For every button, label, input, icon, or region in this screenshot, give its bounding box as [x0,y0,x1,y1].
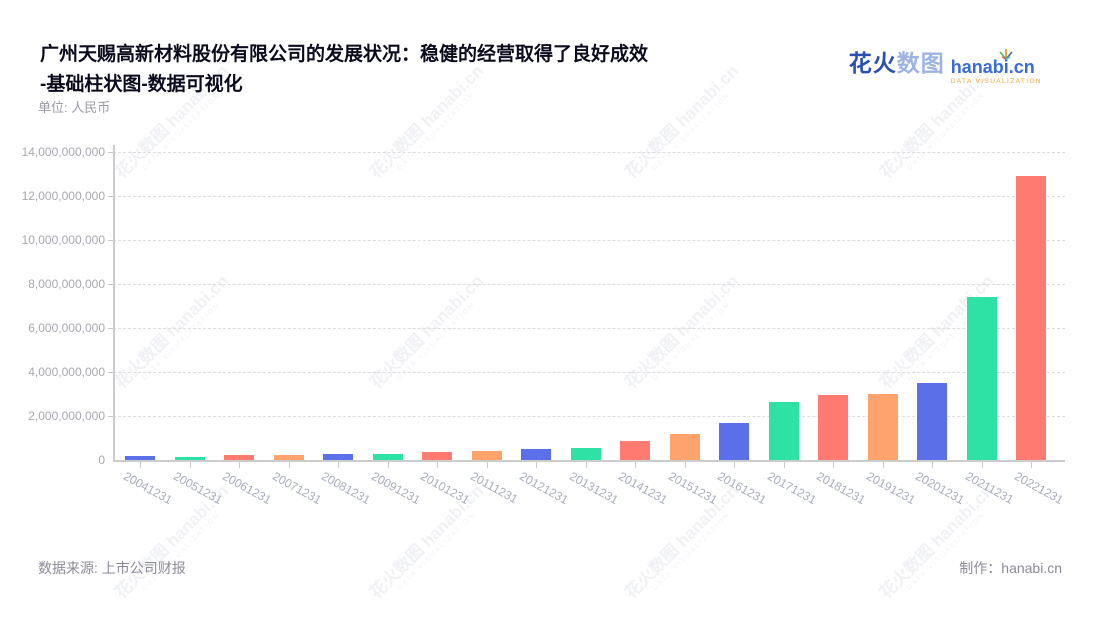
hanabi-logo: 花火数图 hanabi.cn DATA VISUALIZATION [849,49,1042,85]
y-gridline [113,372,1065,373]
x-axis-label: 20071231 [269,469,324,508]
y-axis-line [113,145,115,462]
x-axis-tick [635,462,636,468]
x-axis-label: 20081231 [319,469,373,508]
x-axis-label: 20201231 [913,469,967,508]
x-axis-label: 20151231 [665,469,720,508]
x-axis-label: 20101231 [418,469,472,508]
y-gridline [113,284,1065,285]
x-axis-tick [189,462,191,468]
y-axis-label: 14,000,000,000 [21,145,105,159]
bar-20091231[interactable] [372,454,403,460]
y-gridline [113,152,1065,153]
title-line-1: 广州天赐高新材料股份有限公司的发展状况：稳健的经营取得了良好成效 [40,44,649,65]
y-axis-label: 6,000,000,000 [28,321,105,335]
x-axis-tick [585,462,587,468]
x-axis-label: 20111231 [467,469,520,507]
x-axis-label: 20221231 [1012,469,1066,508]
bar-20111231[interactable] [471,451,502,460]
bar-20201231[interactable] [917,383,947,460]
bar-20051231[interactable] [174,457,205,460]
page-title: 广州天赐高新材料股份有限公司的发展状况：稳健的经营取得了良好成效 -基础柱状图-… [40,40,840,101]
logo-domain-text: hanabi.cn [950,57,1035,77]
sparkle-icon [998,46,1014,60]
x-axis-label: 20211231 [962,469,1016,507]
y-axis-label: 4,000,000,000 [28,365,105,379]
bar-20221231[interactable] [1016,176,1046,460]
y-axis-tick [108,196,113,197]
x-axis-line [113,460,1065,462]
x-axis-tick [783,462,785,468]
x-axis-label: 20061231 [220,469,274,508]
x-axis-tick [140,462,141,468]
x-axis-tick [981,462,983,468]
y-gridline [113,240,1065,241]
x-axis-tick [288,462,290,468]
maker-note: 制作：hanabi.cn [959,560,1062,576]
x-axis-label: 20041231 [121,469,175,508]
x-axis-label: 20181231 [814,469,868,508]
x-axis-tick [486,462,488,468]
x-axis-label: 20161231 [715,469,769,508]
bar-20071231[interactable] [273,455,304,460]
x-axis-label: 20091231 [368,469,423,508]
x-axis-tick [338,462,339,468]
bar-20081231[interactable] [323,454,353,460]
logo-tagline: DATA VISUALIZATION [950,78,1042,85]
x-axis-label: 20141231 [616,469,670,508]
logo-domain-block: hanabi.cn DATA VISUALIZATION [950,49,1042,85]
x-axis-label: 20191231 [863,469,918,508]
y-axis-label: 0 [98,453,105,467]
x-axis-tick [1031,462,1032,468]
y-axis-label: 2,000,000,000 [28,409,105,423]
bar-20171231[interactable] [768,402,799,460]
y-axis-tick [108,284,113,285]
x-axis-tick [734,462,735,468]
title-line-2: -基础柱状图-数据可视化 [40,74,243,96]
y-axis-label: 10,000,000,000 [21,233,105,247]
y-gridline [113,416,1065,417]
bar-20191231[interactable] [867,394,898,460]
bar-20061231[interactable] [224,455,254,460]
bar-20161231[interactable] [719,423,749,460]
x-axis-label: 20171231 [764,469,819,508]
x-axis-label: 20121231 [517,469,571,508]
y-axis-label: 8,000,000,000 [28,277,105,291]
x-axis-tick [833,462,834,468]
logo-chinese-text: 花火数图 [849,52,945,75]
x-axis-tick [684,462,686,468]
bar-20211231[interactable] [966,297,997,460]
x-axis-tick [387,462,389,468]
y-axis-tick [108,416,113,417]
bar-20181231[interactable] [818,395,848,460]
bar-20151231[interactable] [669,434,700,460]
x-axis-tick [239,462,240,468]
y-axis-tick [108,372,113,373]
bar-20041231[interactable] [125,456,155,460]
y-gridline [113,328,1065,329]
data-source-note: 数据来源: 上市公司财报 [38,560,186,576]
y-gridline [113,196,1065,197]
x-axis-tick [536,462,537,468]
bar-20131231[interactable] [570,448,601,460]
x-axis-label: 20051231 [170,469,225,508]
x-axis-tick [882,462,884,468]
y-axis-tick [108,240,113,241]
unit-label: 单位: 人民币 [38,100,111,115]
y-axis-tick [108,152,113,153]
y-axis-tick [108,328,113,329]
logo-text-huahuo: 花火 [848,50,897,76]
logo-text-shutu: 数图 [896,50,945,76]
x-axis-tick [437,462,438,468]
bar-20101231[interactable] [422,452,452,460]
bar-20121231[interactable] [521,449,551,460]
bar-20141231[interactable] [620,441,650,460]
y-axis-label: 12,000,000,000 [21,189,105,203]
x-axis-label: 20131231 [566,469,621,508]
x-axis-tick [932,462,933,468]
